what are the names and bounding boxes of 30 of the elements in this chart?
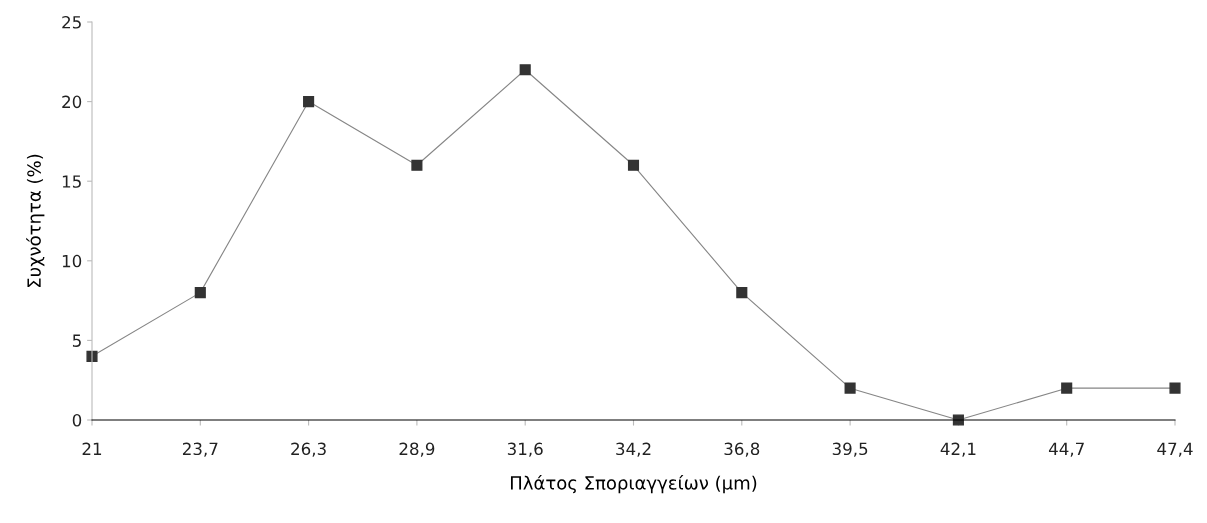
x-tick-label: 44,7	[1048, 442, 1084, 457]
y-tick-label: 0	[72, 413, 82, 427]
point	[86, 350, 98, 362]
x-tick-label: 39,5	[832, 442, 868, 457]
y-tick-label: 25	[62, 15, 81, 29]
x-tick-label: 31,6	[507, 442, 543, 457]
point	[411, 159, 423, 171]
x-axis-title: Πλάτος Σποριαγγείων (μm)	[510, 475, 757, 494]
point	[844, 382, 856, 394]
y-tick-label: 10	[62, 254, 82, 268]
x-tick-label: 21	[82, 442, 102, 455]
x-tick-label: 47,4	[1157, 442, 1193, 457]
x-tick-label: 28,9	[399, 442, 435, 457]
point	[519, 64, 531, 76]
x-tick-label: 23,7	[182, 442, 218, 457]
x-tick-label: 36,8	[724, 442, 760, 457]
point	[1061, 382, 1073, 394]
y-axis-title: Συχνότητα (%)	[26, 154, 45, 287]
point	[1169, 382, 1181, 394]
x-tick-label: 26,3	[291, 442, 326, 457]
y-tick-label: 20	[62, 95, 82, 109]
x-tick-label: 42,1	[940, 442, 976, 457]
point	[627, 159, 640, 171]
point	[194, 287, 206, 299]
x-tick-label: 34,2	[616, 442, 651, 457]
point	[736, 287, 748, 299]
y-tick-label: 15	[62, 175, 81, 188]
point	[952, 414, 964, 426]
y-tick-label: 5	[72, 334, 81, 347]
point	[303, 96, 315, 108]
